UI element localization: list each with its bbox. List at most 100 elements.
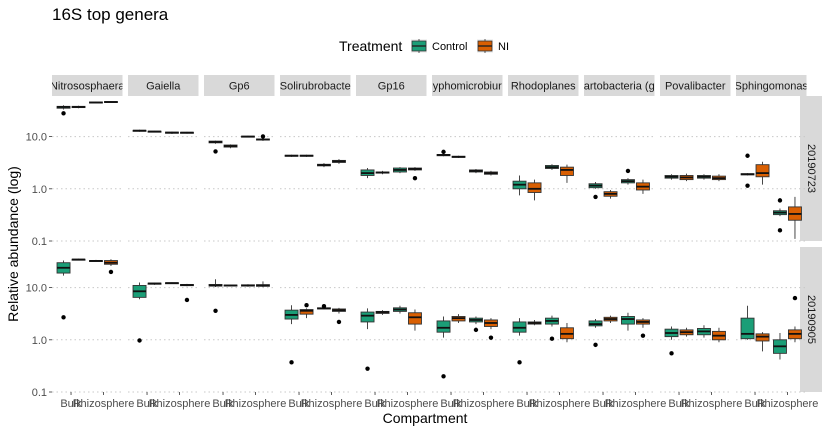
box-ni bbox=[484, 170, 498, 176]
box-ni bbox=[788, 295, 802, 343]
outlier-point bbox=[213, 149, 218, 154]
box-control bbox=[588, 319, 603, 348]
outlier-point bbox=[549, 336, 555, 341]
x-tick-label: Rhizosphere bbox=[225, 398, 287, 410]
box-control bbox=[469, 168, 483, 174]
box-ni bbox=[223, 144, 238, 149]
box-ni bbox=[755, 161, 770, 185]
x-tick-label: Bulk bbox=[364, 398, 386, 410]
x-axis-title: Compartment bbox=[383, 410, 468, 426]
legend-key-control bbox=[411, 39, 427, 53]
outlier-point bbox=[517, 360, 522, 365]
box-control bbox=[545, 315, 559, 341]
facet-strip-col: Povalibacter bbox=[660, 75, 731, 96]
box-control bbox=[208, 140, 223, 154]
facet-label: Nitrososphaera bbox=[50, 81, 125, 93]
box-ni bbox=[451, 314, 466, 323]
x-tick-label: Bulk bbox=[288, 398, 310, 410]
facet-label: Solirubrobacte bbox=[280, 81, 351, 93]
box-ni bbox=[603, 315, 618, 323]
x-tick-label: Bulk bbox=[440, 398, 462, 410]
facet-strip-row: 20190723 bbox=[800, 96, 822, 241]
outlier-point bbox=[304, 303, 309, 308]
facet-label: Gp6 bbox=[229, 81, 250, 93]
x-tick-label: Bulk bbox=[516, 398, 538, 410]
box-ni bbox=[375, 170, 390, 175]
box-body bbox=[560, 166, 574, 176]
box-control bbox=[132, 129, 147, 132]
box-control bbox=[317, 304, 331, 310]
box-control bbox=[317, 163, 331, 168]
box-control bbox=[512, 175, 527, 196]
y-tick-label: 10.0 bbox=[26, 132, 47, 144]
box-control bbox=[436, 316, 451, 379]
box-control bbox=[773, 198, 787, 233]
box-ni bbox=[712, 327, 726, 343]
box-control bbox=[773, 333, 787, 360]
box-body bbox=[740, 317, 755, 340]
x-tick-label: Bulk bbox=[212, 398, 234, 410]
box-ni bbox=[679, 173, 694, 182]
box-ni bbox=[636, 318, 650, 338]
x-tick-label: Bulk bbox=[136, 398, 158, 410]
facet-row-label: 20190905 bbox=[805, 295, 817, 344]
box-body bbox=[299, 309, 314, 315]
chart-title: 16S top genera bbox=[52, 5, 169, 24]
box-control bbox=[165, 282, 179, 285]
x-tick-label: Bulk bbox=[592, 398, 614, 410]
box-control bbox=[56, 105, 71, 116]
box-ni bbox=[788, 196, 802, 239]
outlier-point bbox=[745, 183, 750, 188]
box-control bbox=[588, 182, 603, 200]
y-axis-title: Relative abundance (log) bbox=[5, 166, 21, 322]
box-ni bbox=[299, 154, 314, 157]
y-tick-label: 0.1 bbox=[32, 387, 47, 399]
outlier-point bbox=[640, 333, 646, 338]
box-ni bbox=[527, 319, 542, 326]
box-ni bbox=[104, 259, 118, 275]
box-control bbox=[512, 318, 527, 365]
facet-strip-col: artobacteria (g bbox=[584, 75, 655, 96]
box-ni bbox=[375, 310, 390, 315]
box-ni bbox=[560, 322, 574, 343]
outlier-point bbox=[792, 295, 798, 301]
box-ni bbox=[408, 167, 422, 181]
box-ni bbox=[332, 159, 346, 164]
box-body bbox=[408, 312, 422, 325]
box-body bbox=[527, 182, 542, 193]
outlier-point bbox=[321, 304, 327, 309]
facet-strip-col: yphomicrobiur bbox=[432, 75, 503, 96]
outlier-point bbox=[61, 315, 66, 320]
x-tick-label: Rhizosphere bbox=[681, 398, 743, 410]
box-control bbox=[241, 135, 255, 138]
box-control bbox=[360, 168, 375, 179]
outlier-point bbox=[488, 335, 494, 340]
outlier-point bbox=[108, 269, 114, 275]
outlier-point bbox=[777, 198, 783, 203]
x-tick-label: Bulk bbox=[60, 398, 82, 410]
facet-label: Rhodoplanes bbox=[511, 81, 576, 93]
outlier-point bbox=[184, 297, 190, 303]
box-control bbox=[393, 167, 407, 174]
box-control bbox=[740, 305, 755, 340]
box-control bbox=[393, 305, 407, 314]
box-ni bbox=[636, 179, 650, 194]
box-control bbox=[284, 305, 299, 365]
legend-key-ni bbox=[477, 39, 493, 53]
box-control bbox=[56, 260, 71, 320]
facet-strip-col: Gp6 bbox=[204, 75, 275, 96]
outlier-point bbox=[473, 327, 479, 333]
box-ni bbox=[180, 131, 194, 134]
x-tick-label: Rhizosphere bbox=[529, 398, 591, 410]
box-control bbox=[469, 316, 483, 333]
x-tick-label: Rhizosphere bbox=[757, 398, 819, 410]
box-control bbox=[208, 279, 223, 313]
facet-label: yphomicrobiur bbox=[433, 81, 502, 93]
y-tick-label: 1.0 bbox=[32, 184, 47, 196]
x-tick-label: Rhizosphere bbox=[301, 398, 363, 410]
box-control bbox=[165, 131, 179, 135]
legend-title: Treatment bbox=[339, 38, 402, 54]
box-control bbox=[284, 154, 299, 157]
box-control bbox=[132, 282, 147, 343]
